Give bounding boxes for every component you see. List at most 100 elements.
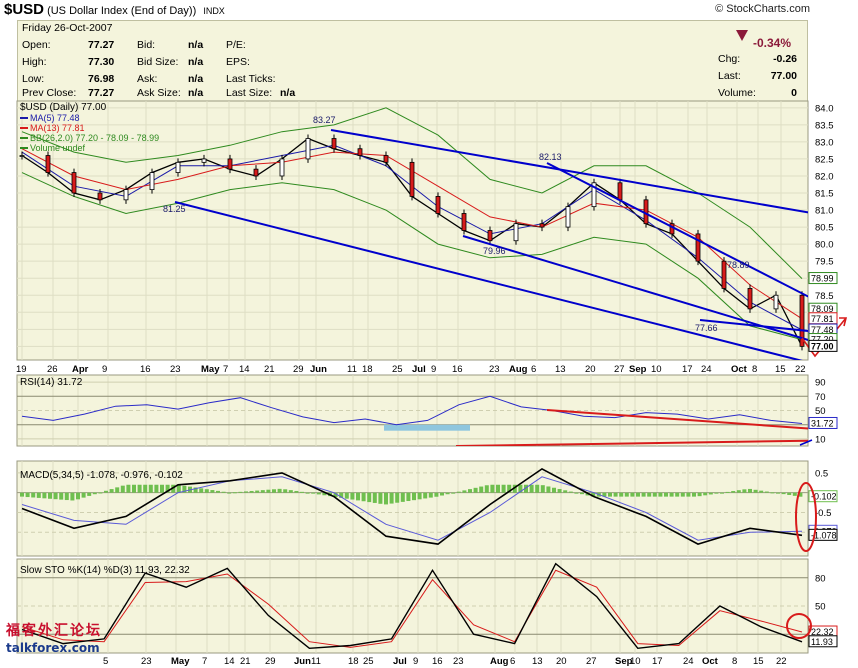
- macd-hist-bar: [540, 485, 545, 493]
- macd-hist-bar: [361, 492, 366, 502]
- candle-body: [71, 172, 77, 194]
- x-tick-label: 27: [614, 364, 625, 375]
- macd-hist-bar: [266, 489, 271, 493]
- watermark-line1: 福客外汇论坛: [6, 623, 102, 639]
- macd-hist-bar: [524, 484, 528, 493]
- macd-hist-bar: [322, 492, 327, 496]
- macd-hist-bar: [574, 492, 579, 494]
- y-tick-label: 81.0: [815, 206, 834, 217]
- macd-hist-bar: [636, 492, 640, 497]
- sto-title: Slow STO %K(14) %D(3) 11.93, 22.32: [20, 565, 190, 576]
- x-tick-label: 25: [392, 364, 403, 375]
- rsi-tick-label: 70: [815, 392, 826, 403]
- macd-hist-bar: [580, 492, 584, 495]
- symbol: $USD: [4, 1, 45, 18]
- y-tick-label: 83.5: [815, 120, 834, 131]
- x-tick-label: 26: [47, 364, 58, 375]
- high-label: High:: [22, 56, 47, 68]
- macd-hist-bar: [109, 489, 114, 493]
- exchange: INDX: [203, 6, 225, 16]
- price-annotation: 83.27: [313, 115, 336, 125]
- watermark: 福客外汇论坛 talkforex.com: [6, 623, 102, 657]
- x-tick-label: 8: [752, 364, 757, 375]
- macd-hist-bar: [300, 491, 304, 493]
- macd-hist-bar: [126, 484, 131, 493]
- bottom-x-tick-label: 29: [265, 656, 276, 667]
- macd-hist-bar: [36, 492, 41, 498]
- sto-series-d: [21, 569, 803, 648]
- macd-label-value: -0.102: [811, 492, 837, 502]
- macd-hist-bar: [697, 492, 702, 497]
- candle-body: [747, 288, 753, 310]
- x-tick-label: Oct: [731, 364, 748, 375]
- sto-label-box: [808, 635, 838, 648]
- macd-hist-bar: [160, 484, 164, 493]
- macd-hist-bar: [154, 484, 159, 493]
- candle-body: [695, 233, 701, 262]
- macd-hist-bar: [412, 492, 416, 501]
- bottom-x-tick-label: 24: [683, 656, 694, 667]
- macd-hist-bar: [372, 492, 377, 503]
- macd-hist-bar: [680, 492, 685, 497]
- symbol-name: (US Dollar Index (End of Day)): [47, 5, 197, 17]
- macd-hist-bar: [714, 492, 719, 494]
- brand-link[interactable]: © StockCharts.com: [715, 3, 810, 15]
- sto-label-value: 11.93: [811, 637, 833, 647]
- bottom-x-tick-label: 14: [224, 656, 235, 667]
- rsi-trendline: [546, 409, 808, 430]
- last-size-value: n/a: [280, 87, 296, 99]
- macd-hist-bar: [316, 492, 321, 495]
- macd-hist-bar: [305, 492, 310, 494]
- x-tick-label: 23: [170, 364, 181, 375]
- x-tick-label: 9: [431, 364, 436, 375]
- macd-hist-bar: [92, 492, 97, 495]
- pe-label: P/E:: [226, 39, 246, 51]
- macd-hist-bar: [703, 492, 708, 496]
- macd-hist-bar: [624, 492, 629, 497]
- candle-body: [513, 223, 519, 242]
- macd-hist-bar: [277, 488, 282, 493]
- macd-hist-bar: [199, 488, 204, 493]
- macd-hist-bar: [490, 484, 495, 493]
- macd-hist-bar: [104, 490, 108, 493]
- macd-hist-bar: [53, 492, 58, 500]
- arrow-head-icon: [839, 317, 848, 327]
- price-label-value: 77.81: [811, 314, 834, 324]
- x-tick-label: 19: [16, 364, 27, 375]
- legend-entry: MA(5) 77.48: [30, 113, 80, 123]
- macd-hist-bar: [31, 492, 36, 498]
- price-label-box: [808, 339, 838, 352]
- bottom-x-tick-label: 9: [413, 656, 418, 667]
- macd-hist-bar: [64, 492, 69, 501]
- macd-hist-bar: [647, 492, 652, 497]
- macd-hist-bar: [210, 490, 215, 493]
- trendline: [462, 235, 808, 341]
- macd-label-value: -1.078: [811, 530, 837, 540]
- trendline: [330, 129, 808, 214]
- macd-hist-bar: [563, 490, 568, 493]
- macd-hist-bar: [736, 490, 741, 493]
- macd-hist-bar: [283, 489, 288, 493]
- bottom-x-tick-label: 10: [630, 656, 641, 667]
- bottom-x-tick-label: 6: [510, 656, 515, 667]
- macd-hist-bar: [389, 492, 394, 504]
- candle-body: [565, 206, 571, 228]
- macd-hist-bar: [59, 492, 64, 500]
- macd-hist-bar: [120, 485, 125, 493]
- bottom-x-tick-label: 7: [202, 656, 207, 667]
- low-label: Low:: [22, 73, 45, 85]
- macd-hist-bar: [132, 484, 136, 493]
- macd-hist-bar: [708, 492, 713, 495]
- rsi-arrow: [799, 439, 813, 446]
- y-tick-label: 84.0: [815, 103, 834, 114]
- macd-hist-bar: [367, 492, 372, 503]
- x-tick-label: 7: [223, 364, 228, 375]
- sto-tick-label: 80: [815, 573, 826, 584]
- down-arrow-icon: [736, 30, 748, 41]
- macd-label-box: [808, 490, 838, 503]
- legend-entry: MA(13) 77.81: [30, 123, 85, 133]
- prev-close-label: Prev Close:: [22, 87, 77, 99]
- legend-entry: Volume undef: [30, 143, 86, 153]
- macd-hist-bar: [557, 489, 562, 493]
- macd-hist-bar: [512, 484, 517, 493]
